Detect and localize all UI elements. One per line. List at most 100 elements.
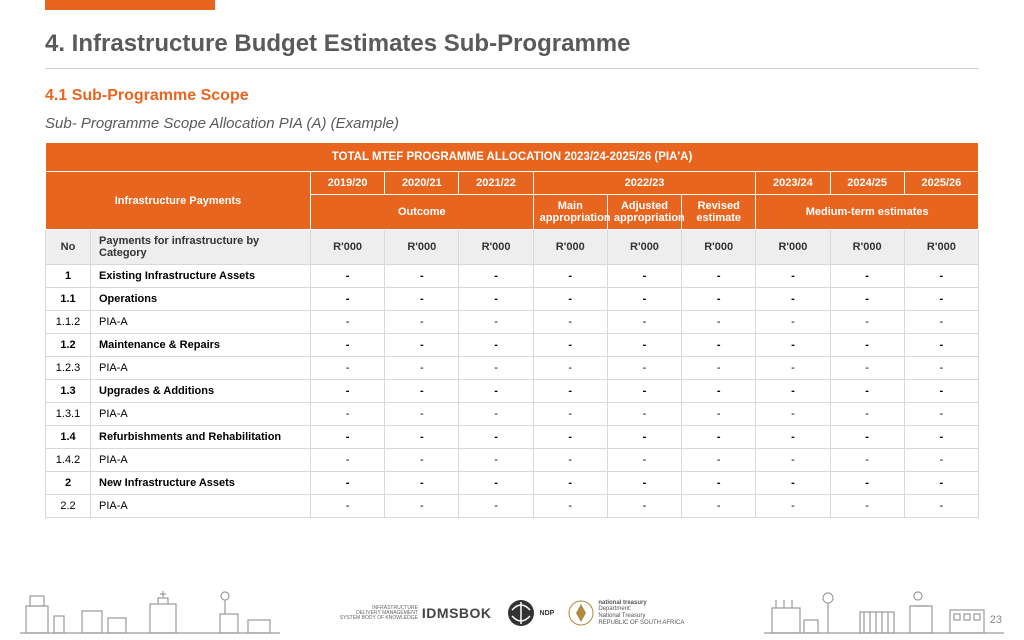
cell-value: - [385,357,459,380]
cell-value: - [904,265,978,288]
cell-value: - [830,380,904,403]
cell-value: - [607,472,681,495]
cell-value: - [756,403,830,426]
hdr-mte: Medium-term estimates [756,195,979,230]
cell-value: - [533,472,607,495]
subhdr-category: Payments for infrastructure by Category [91,230,311,265]
cell-value: - [459,311,533,334]
subhdr-unit: R'000 [385,230,459,265]
cell-value: - [607,495,681,518]
row-label: PIA-A [91,403,311,426]
row-no: 1.2 [46,334,91,357]
cell-value: - [904,288,978,311]
cell-value: - [385,265,459,288]
cell-value: - [533,449,607,472]
cell-value: - [904,426,978,449]
cell-value: - [607,334,681,357]
cell-value: - [830,426,904,449]
cell-value: - [830,472,904,495]
cell-value: - [311,403,385,426]
cell-value: - [311,311,385,334]
footer: INFRASTRUCTURE DELIVERY MANAGEMENT SYSTE… [0,585,1024,640]
cell-value: - [311,334,385,357]
cell-value: - [311,380,385,403]
table-row: 1.2Maintenance & Repairs--------- [46,334,979,357]
subhdr-unit: R'000 [607,230,681,265]
subhdr-unit: R'000 [459,230,533,265]
cell-value: - [904,311,978,334]
cell-value: - [904,472,978,495]
cell-value: - [311,357,385,380]
cell-value: - [459,495,533,518]
idmsbok-small: INFRASTRUCTURE DELIVERY MANAGEMENT SYSTE… [340,606,418,621]
cell-value: - [904,334,978,357]
cell-value: - [756,380,830,403]
cell-value: - [682,472,756,495]
table-row: 1.1.2PIA-A--------- [46,311,979,334]
cell-value: - [459,403,533,426]
idmsbok-text: IDMSBOK [422,605,492,621]
hdr-year: 2020/21 [385,172,459,195]
nt-title: national treasury [598,600,684,607]
row-label: PIA-A [91,357,311,380]
cell-value: - [533,265,607,288]
section-title: 4.1 Sub-Programme Scope [45,87,979,105]
cell-value: - [756,334,830,357]
subhdr-unit: R'000 [830,230,904,265]
cell-value: - [607,311,681,334]
cell-value: - [533,380,607,403]
row-label: Operations [91,288,311,311]
cell-value: - [533,426,607,449]
cell-value: - [830,495,904,518]
cell-value: - [682,311,756,334]
cell-value: - [533,288,607,311]
cell-value: - [830,265,904,288]
hdr-year: 2022/23 [533,172,756,195]
row-no: 1.2.3 [46,357,91,380]
hdr-year: 2025/26 [904,172,978,195]
cell-value: - [385,380,459,403]
cell-value: - [756,495,830,518]
row-label: PIA-A [91,311,311,334]
row-label: PIA-A [91,495,311,518]
cell-value: - [607,288,681,311]
row-no: 1.1.2 [46,311,91,334]
table-row: 1.2.3PIA-A--------- [46,357,979,380]
cell-value: - [385,311,459,334]
cell-value: - [459,288,533,311]
row-label: Maintenance & Repairs [91,334,311,357]
cell-value: - [904,380,978,403]
cell-value: - [607,380,681,403]
subhdr-no: No [46,230,91,265]
table-row: 1Existing Infrastructure Assets--------- [46,265,979,288]
cell-value: - [756,311,830,334]
cell-value: - [682,426,756,449]
hdr-payments: Infrastructure Payments [46,172,311,230]
row-no: 1.4.2 [46,449,91,472]
cell-value: - [904,449,978,472]
cell-value: - [459,449,533,472]
row-no: 1.3.1 [46,403,91,426]
subhdr-unit: R'000 [533,230,607,265]
hdr-year: 2023/24 [756,172,830,195]
table-row: 1.4.2PIA-A--------- [46,449,979,472]
row-no: 1.1 [46,288,91,311]
cell-value: - [459,265,533,288]
subhdr-unit: R'000 [756,230,830,265]
cell-value: - [904,495,978,518]
cell-value: - [459,334,533,357]
skyline-left [20,586,340,634]
cell-value: - [830,288,904,311]
page-title: 4. Infrastructure Budget Estimates Sub-P… [45,30,979,58]
idmsbok-logo: INFRASTRUCTURE DELIVERY MANAGEMENT SYSTE… [340,605,492,621]
slide-content: 4. Infrastructure Budget Estimates Sub-P… [0,0,1024,518]
row-label: PIA-A [91,449,311,472]
cell-value: - [311,426,385,449]
subhdr-unit: R'000 [311,230,385,265]
row-label: Upgrades & Additions [91,380,311,403]
cell-value: - [533,334,607,357]
divider [45,68,979,69]
cell-value: - [830,403,904,426]
cell-value: - [607,449,681,472]
hdr-year: 2021/22 [459,172,533,195]
